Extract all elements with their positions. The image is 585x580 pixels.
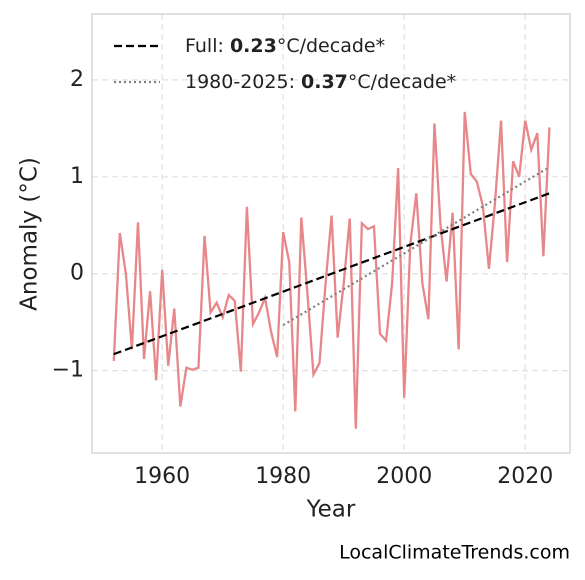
y-tick-label: 2 <box>70 67 84 92</box>
legend-label: 1980-2025: 0.37°C/decade* <box>185 71 456 93</box>
data-line <box>112 111 551 429</box>
x-tick-label: 1960 <box>134 464 190 489</box>
watermark: LocalClimateTrends.com <box>339 542 570 564</box>
y-tick-label: −1 <box>52 358 84 383</box>
y-axis-label: Anomaly (°C) <box>17 157 43 311</box>
data-line <box>113 192 550 356</box>
legend-text: °C/decade* <box>348 71 456 93</box>
legend-text: °C/decade* <box>277 35 385 57</box>
legend-label: Full: 0.23°C/decade* <box>185 35 385 57</box>
x-axis-label: Year <box>306 497 356 523</box>
plot-frame <box>91 13 571 454</box>
legend-text: 0.37 <box>301 71 348 93</box>
x-tick-label: 2000 <box>376 464 432 489</box>
legend-text: 1980-2025: <box>185 71 301 93</box>
x-tick-label: 1980 <box>255 464 311 489</box>
legend-text: 0.23 <box>230 35 277 57</box>
y-tick-label: 1 <box>70 164 84 189</box>
y-tick-label: 0 <box>70 261 84 286</box>
data-line <box>282 166 550 327</box>
legend-text: Full: <box>185 35 230 57</box>
x-tick-label: 2020 <box>497 464 553 489</box>
